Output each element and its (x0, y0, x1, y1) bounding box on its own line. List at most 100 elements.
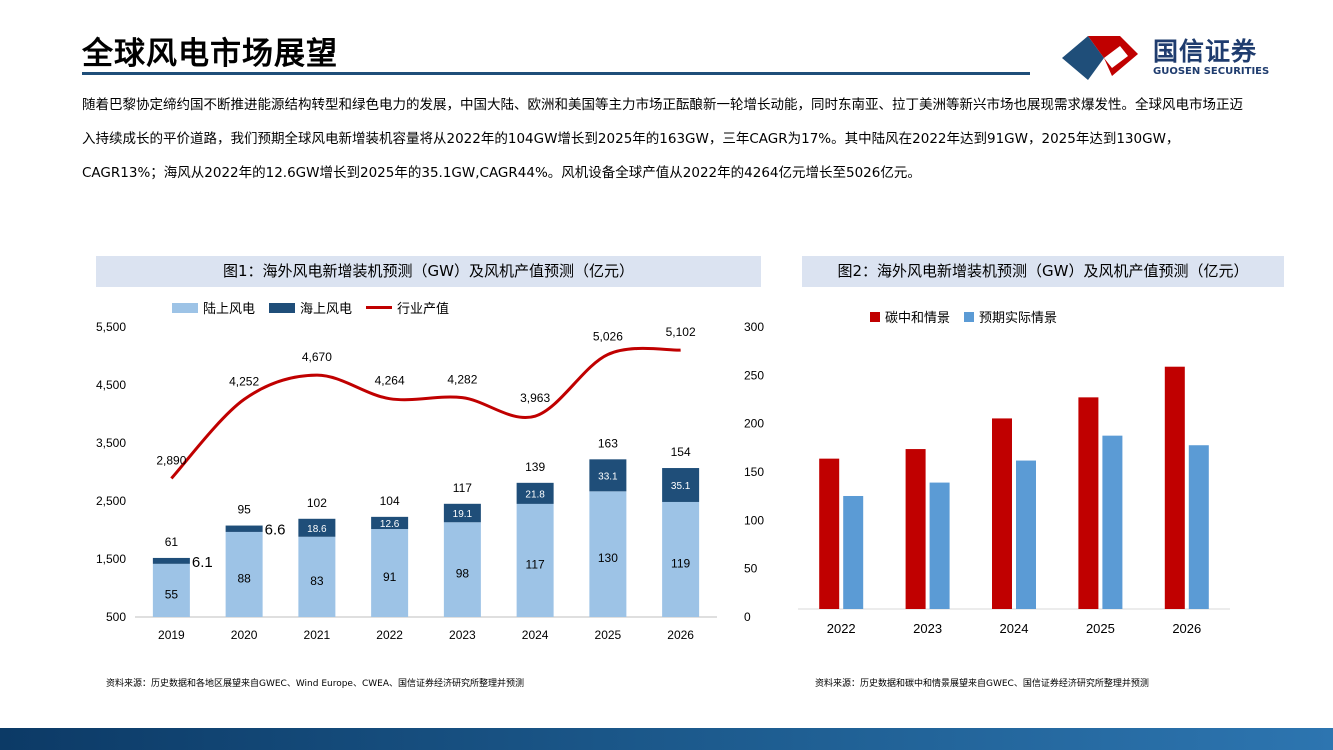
industry-value-line (170, 346, 681, 480)
line-value-label: 3,963 (520, 391, 550, 405)
total-value-label: 61 (165, 535, 179, 549)
guosen-logo-icon (1062, 36, 1138, 80)
chart2-category-label: 2026 (1172, 621, 1201, 636)
onshore-bar (662, 501, 700, 617)
offshore-value-label: 12.6 (380, 519, 400, 530)
chart1-right-tick-label: 200 (744, 417, 764, 431)
offshore-bar (152, 557, 190, 564)
total-value-label: 139 (525, 460, 545, 474)
onshore-value-label: 88 (237, 571, 251, 585)
onshore-value-label: 117 (526, 557, 545, 571)
legend-swatch-onshore (172, 302, 198, 313)
legend-item-onshore: 陆上风电 (172, 298, 255, 317)
chart1-legend: 陆上风电 海上风电 行业产值 (172, 298, 463, 317)
chart2-category-label: 2022 (827, 621, 856, 636)
offshore-value-label: 6.6 (265, 522, 286, 539)
chart1-left-tick-label: 5,500 (96, 320, 126, 334)
offshore-value-label: 18.6 (307, 524, 327, 535)
legend-item-offshore: 海上风电 (269, 298, 352, 317)
onshore-bar (371, 529, 409, 617)
onshore-value-label: 130 (598, 551, 618, 565)
summary-paragraph: 随着巴黎协定缔约国不断推进能源结构转型和绿色电力的发展，中国大陆、欧洲和美国等主… (82, 97, 1243, 181)
logo-chinese-name: 国信证券 (1153, 37, 1258, 66)
chart1-left-tick-label: 500 (106, 610, 126, 624)
chart1-right-tick-label: 150 (744, 465, 764, 479)
onshore-value-label: 98 (456, 567, 470, 581)
carbon-neutral-bar (1078, 397, 1099, 609)
legend-label-expected: 预期实际情景 (979, 311, 1058, 326)
chart1-left-tick-label: 1,500 (96, 552, 126, 566)
onshore-value-label: 83 (310, 574, 324, 588)
onshore-bar (225, 531, 263, 617)
offshore-bar (516, 482, 554, 504)
carbon-neutral-bar (819, 458, 840, 609)
total-value-label: 163 (598, 436, 618, 450)
offshore-value-label: 21.8 (525, 489, 545, 500)
page-title: 全球风电市场展望 (82, 36, 338, 72)
onshore-bar (152, 563, 190, 617)
chart1-category-label: 2023 (449, 628, 476, 642)
chart1-category-label: 2019 (158, 628, 185, 642)
offshore-bar (371, 516, 409, 530)
legend-swatch-expected (964, 311, 975, 322)
legend-label-offshore: 海上风电 (300, 302, 353, 317)
total-value-label: 95 (237, 503, 251, 517)
offshore-value-label: 35.1 (671, 481, 691, 492)
chart1-category-label: 2021 (304, 628, 331, 642)
line-value-label: 4,264 (375, 374, 405, 388)
chart1-right-tick-label: 300 (744, 320, 764, 334)
offshore-bar (662, 468, 700, 502)
offshore-bar (589, 459, 627, 492)
onshore-bar (516, 503, 554, 617)
total-value-label: 154 (671, 445, 691, 459)
expected-actual-bar (1016, 460, 1036, 609)
legend-line-industry (366, 306, 393, 309)
legend-label-onshore: 陆上风电 (203, 302, 256, 317)
chart2-source: 资料来源：历史数据和碳中和情景展望来自GWEC、国信证券经济研究所整理并预测 (815, 679, 1149, 689)
line-value-label: 5,102 (666, 325, 696, 339)
total-value-label: 104 (380, 494, 400, 508)
chart1-right-tick-label: 50 (744, 562, 758, 576)
expected-actual-bar (1188, 445, 1209, 609)
legend-swatch-offshore (269, 302, 296, 313)
chart1-left-tick-label: 2,500 (96, 494, 126, 508)
carbon-neutral-bar (992, 418, 1012, 609)
company-logo: 国信证券 GUOSEN SECURITIES (1058, 28, 1278, 83)
onshore-bar (589, 491, 627, 617)
legend-item-expected: 预期实际情景 (964, 307, 1057, 326)
chart2-category-label: 2024 (1000, 621, 1029, 636)
carbon-neutral-bar (1164, 366, 1185, 609)
chart1-category-label: 2020 (231, 628, 258, 642)
chart1-right-tick-label: 250 (744, 368, 764, 382)
offshore-value-label: 19.1 (453, 509, 473, 520)
expected-actual-bar (1102, 435, 1123, 609)
footer-band (0, 728, 1333, 750)
expected-actual-bar (929, 482, 950, 609)
offshore-bar (298, 518, 336, 537)
total-value-label: 102 (307, 496, 327, 510)
onshore-bar (298, 536, 336, 617)
chart1-left-tick-label: 3,500 (96, 436, 126, 450)
offshore-bar (225, 525, 263, 532)
chart2-category-label: 2023 (913, 621, 942, 636)
legend-item-carbon: 碳中和情景 (870, 307, 950, 326)
logo-english-name: GUOSEN SECURITIES (1153, 66, 1270, 77)
chart1-title: 图1：海外风电新增装机预测（GW）及风机产值预测（亿元） (96, 256, 761, 287)
chart1-left-tick-label: 4,500 (96, 378, 126, 392)
chart2-category-label: 2025 (1086, 621, 1115, 636)
chart1-category-label: 2025 (595, 628, 622, 642)
chart2-legend: 碳中和情景 预期实际情景 (870, 307, 1071, 326)
chart1-source: 资料来源：历史数据和各地区展望来自GWEC、Wind Europe、CWEA、国… (106, 679, 525, 689)
line-value-label: 4,282 (447, 373, 477, 387)
legend-item-industry: 行业产值 (366, 298, 449, 317)
offshore-value-label: 33.1 (598, 471, 618, 482)
onshore-value-label: 55 (165, 587, 179, 601)
legend-swatch-carbon (870, 311, 880, 322)
carbon-neutral-bar (905, 449, 926, 609)
chart1-right-tick-label: 100 (744, 513, 764, 527)
chart1-right-tick-label: 0 (744, 610, 751, 624)
chart1-category-label: 2022 (376, 628, 403, 642)
line-value-label: 4,670 (302, 350, 332, 364)
chart1-category-label: 2026 (667, 628, 694, 642)
total-value-label: 117 (453, 481, 472, 495)
